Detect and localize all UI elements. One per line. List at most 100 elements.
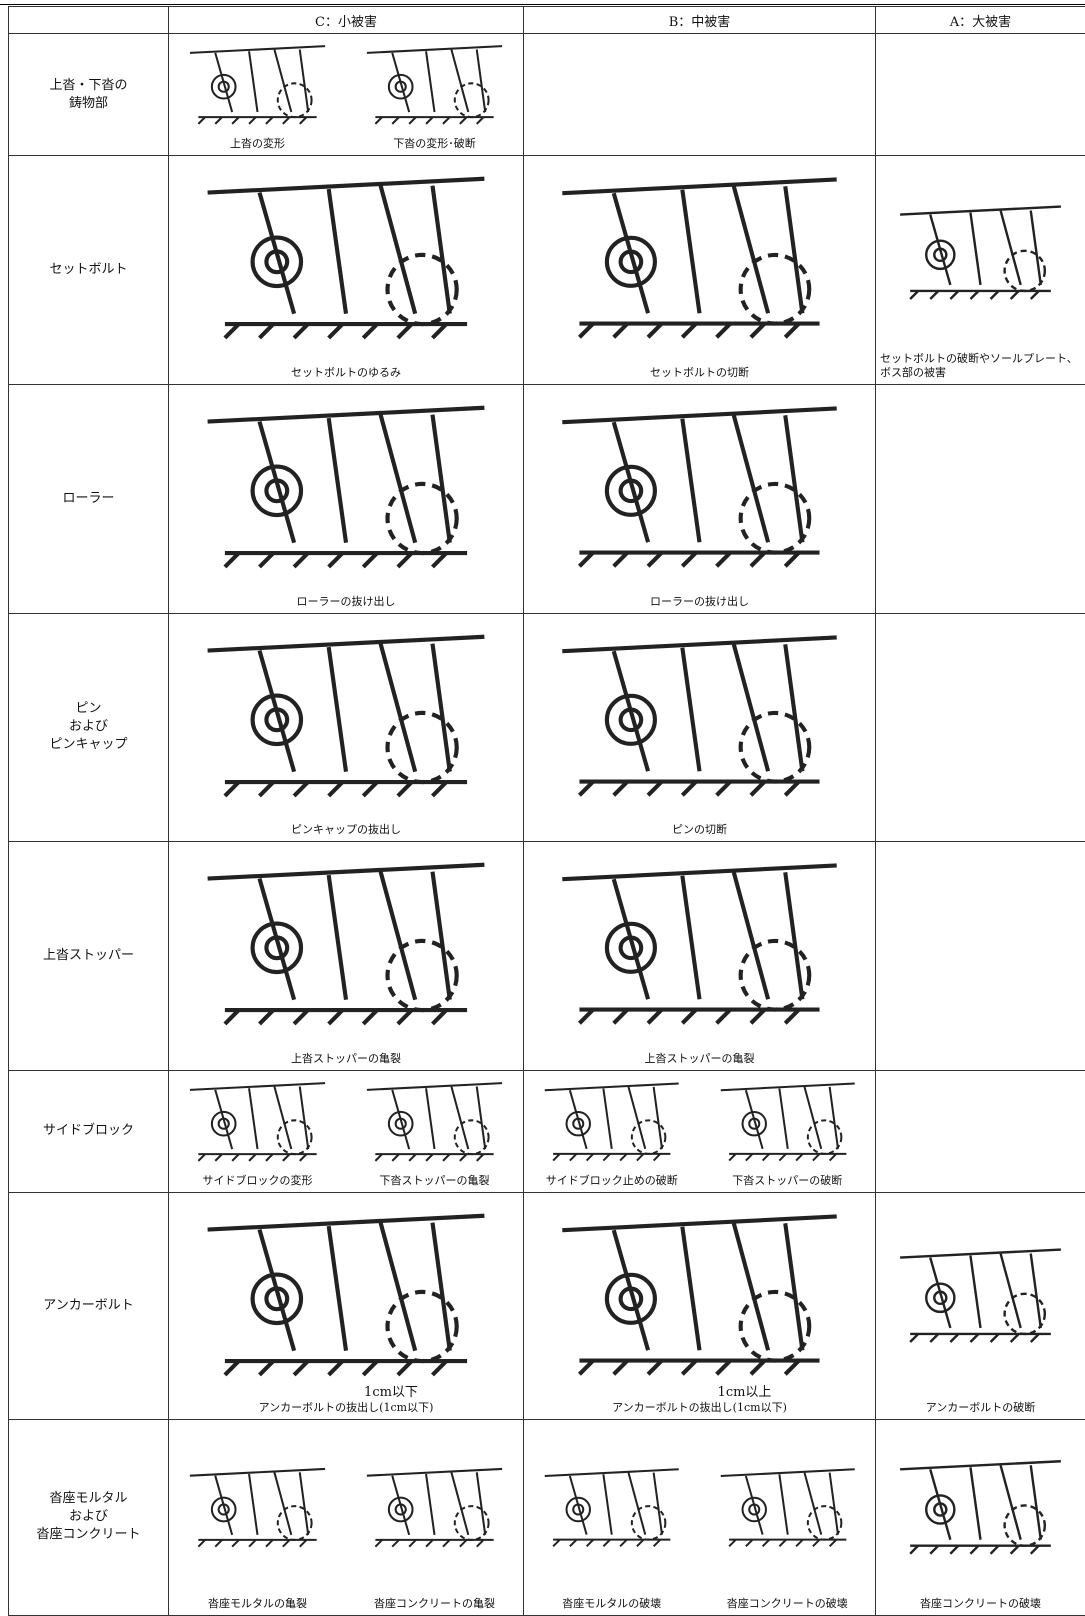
cell-content: サイドブロックの変形 下沓ストッパーの亀裂 xyxy=(169,1071,523,1192)
illustration xyxy=(528,1422,696,1597)
illustration xyxy=(173,1073,342,1174)
row-label-line: 上沓ストッパー xyxy=(9,947,168,965)
damage-cell: サイドブロックの変形 下沓ストッパーの亀裂 xyxy=(169,1070,524,1192)
illustration xyxy=(704,1073,872,1174)
table-row: 上沓・下沓の鋳物部 上沓の変形 下沓の変形･破断 xyxy=(9,34,1085,156)
caption: セットボルトの切断 xyxy=(650,366,749,382)
illustration xyxy=(173,1195,519,1403)
damage-cell: セットボルトの破断やソールプレート、ボス部の被害 xyxy=(876,156,1085,385)
damage-cell: ピンキャップの抜出し xyxy=(169,613,524,842)
illustration xyxy=(528,1073,696,1174)
row-label: ローラー xyxy=(9,384,169,613)
damage-cell xyxy=(876,613,1085,842)
cell-content: アンカーボルトの破断 xyxy=(876,1193,1085,1419)
figure-block: セットボルトの破断やソールプレート、ボス部の被害 xyxy=(876,156,1085,384)
caption: 沓座モルタルの破壊 xyxy=(562,1597,661,1613)
illustration xyxy=(528,1195,871,1403)
caption: サイドブロック止めの破断 xyxy=(546,1174,678,1190)
cell-content: 沓座モルタルの亀裂 沓座コンクリートの亀裂 xyxy=(169,1420,523,1615)
cell-content: ピンキャップの抜出し xyxy=(169,614,523,842)
top-rule xyxy=(0,4,1085,5)
table-row: ピンおよびピンキャップ ピンキャップの抜出し ピンの切断 xyxy=(9,613,1085,842)
figure-block: ローラーの抜け出し xyxy=(524,385,875,613)
caption: ローラーの抜け出し xyxy=(650,595,749,611)
figure-block: セットボルトの切断 xyxy=(524,156,875,384)
figure-block: 1cm以上アンカーボルトの抜出し(1cm以下) xyxy=(524,1193,875,1419)
caption: 沓座コンクリートの破壊 xyxy=(727,1597,848,1613)
row-label: サイドブロック xyxy=(9,1070,169,1192)
figure-block: サイドブロックの変形 xyxy=(169,1071,346,1192)
table-row: 上沓ストッパー 上沓ストッパーの亀裂 上沓ストッパーの亀裂 xyxy=(9,842,1085,1071)
illustration xyxy=(350,1422,519,1597)
illustration xyxy=(173,36,342,137)
row-label-line: 沓座コンクリート xyxy=(9,1526,168,1544)
row-label-line: ローラー xyxy=(9,490,168,508)
illustration xyxy=(350,36,519,137)
caption: 下沓の変形･破断 xyxy=(393,137,476,153)
damage-cell xyxy=(876,1070,1085,1192)
figure-block: 下沓ストッパーの破断 xyxy=(700,1071,876,1192)
cell-content: 上沓の変形 下沓の変形･破断 xyxy=(169,34,523,155)
caption: セットボルトの破断やソールプレート、ボス部の被害 xyxy=(880,352,1081,382)
figure-block: 下沓ストッパーの亀裂 xyxy=(346,1071,523,1192)
caption: 沓座モルタルの亀裂 xyxy=(208,1597,307,1613)
damage-cell: ローラーの抜け出し xyxy=(169,384,524,613)
damage-cell: 1cm以上アンカーボルトの抜出し(1cm以下) xyxy=(524,1193,876,1420)
caption: アンカーボルトの抜出し(1cm以下) xyxy=(259,1401,434,1417)
cell-content: ピンの切断 xyxy=(524,614,875,842)
table-row: 沓座モルタルおよび沓座コンクリート 沓座モルタルの亀裂 沓座コンクリートの亀裂 … xyxy=(9,1419,1085,1615)
caption: ピンの切断 xyxy=(672,823,727,839)
illustration xyxy=(880,158,1081,352)
column-header: C：小被害 xyxy=(169,7,524,34)
damage-cell: ローラーの抜け出し xyxy=(524,384,876,613)
header-row: C：小被害 B：中被害 A：大被害 xyxy=(9,7,1085,34)
row-label: アンカーボルト xyxy=(9,1193,169,1420)
row-label: 沓座モルタルおよび沓座コンクリート xyxy=(9,1419,169,1615)
illustration xyxy=(704,1422,872,1597)
row-label-line: 鋳物部 xyxy=(9,95,168,113)
table-row: アンカーボルト 1cm以下アンカーボルトの抜出し(1cm以下) 1cm以上アンカ… xyxy=(9,1193,1085,1420)
caption: 沓座コンクリートの破壊 xyxy=(920,1597,1041,1613)
damage-cell: 沓座コンクリートの破壊 xyxy=(876,1419,1085,1615)
caption: 上沓ストッパーの亀裂 xyxy=(645,1052,755,1068)
figure-block: セットボルトのゆるみ xyxy=(169,156,523,384)
cell-content: サイドブロック止めの破断 下沓ストッパーの破断 xyxy=(524,1071,875,1192)
damage-cell xyxy=(876,842,1085,1071)
row-label-line: および xyxy=(9,718,168,736)
row-label-line: および xyxy=(9,1508,168,1526)
damage-cell: 上沓ストッパーの亀裂 xyxy=(169,842,524,1071)
figure-block: サイドブロック止めの破断 xyxy=(524,1071,700,1192)
figure-block: ピンの切断 xyxy=(524,614,875,842)
column-header: B：中被害 xyxy=(524,7,876,34)
cell-content: 沓座モルタルの破壊 沓座コンクリートの破壊 xyxy=(524,1420,875,1615)
damage-cell: 沓座モルタルの破壊 沓座コンクリートの破壊 xyxy=(524,1419,876,1615)
figure-block: 沓座コンクリートの破壊 xyxy=(876,1420,1085,1615)
caption: 下沓ストッパーの破断 xyxy=(732,1174,842,1190)
figure-block: 沓座モルタルの亀裂 xyxy=(169,1420,346,1615)
damage-cell: ピンの切断 xyxy=(524,613,876,842)
damage-cell: 上沓ストッパーの亀裂 xyxy=(524,842,876,1071)
damage-cell: セットボルトの切断 xyxy=(524,156,876,385)
figure-note: 1cm以下 xyxy=(364,1381,418,1401)
damage-cell: 沓座モルタルの亀裂 沓座コンクリートの亀裂 xyxy=(169,1419,524,1615)
caption: サイドブロックの変形 xyxy=(203,1174,313,1190)
figure-note: 1cm以上 xyxy=(718,1381,772,1401)
row-label-line: サイドブロック xyxy=(9,1122,168,1140)
table-row: サイドブロック サイドブロックの変形 下沓ストッパーの亀裂 サイドブロック止めの… xyxy=(9,1070,1085,1192)
figure-block: 1cm以下アンカーボルトの抜出し(1cm以下) xyxy=(169,1193,523,1419)
illustration xyxy=(173,844,519,1052)
figure-block: 沓座モルタルの破壊 xyxy=(524,1420,700,1615)
illustration xyxy=(350,1073,519,1174)
figure-block: 上沓の変形 xyxy=(169,34,346,155)
damage-cell xyxy=(876,384,1085,613)
cell-content: セットボルトの切断 xyxy=(524,156,875,384)
cell-content: ローラーの抜け出し xyxy=(524,385,875,613)
cell-content: 上沓ストッパーの亀裂 xyxy=(169,842,523,1070)
damage-cell: アンカーボルトの破断 xyxy=(876,1193,1085,1420)
cell-content: 沓座コンクリートの破壊 xyxy=(876,1420,1085,1615)
illustration xyxy=(528,158,871,366)
caption: ローラーの抜け出し xyxy=(297,595,396,611)
damage-cell xyxy=(524,34,876,156)
cell-content: セットボルトの破断やソールプレート、ボス部の被害 xyxy=(876,156,1085,384)
column-header: A：大被害 xyxy=(876,7,1085,34)
